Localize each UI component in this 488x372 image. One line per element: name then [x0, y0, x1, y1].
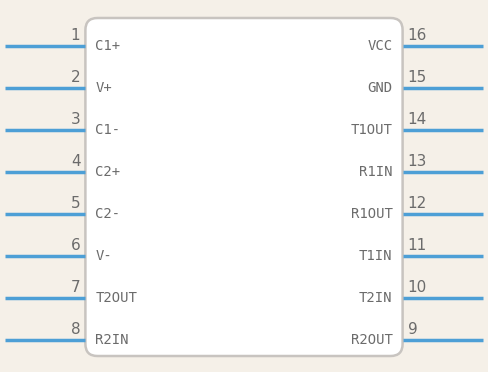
Text: C2-: C2- [95, 207, 121, 221]
Text: 11: 11 [407, 238, 427, 253]
Text: 10: 10 [407, 280, 427, 295]
Text: 4: 4 [71, 154, 81, 169]
Text: T1OUT: T1OUT [351, 123, 393, 137]
Text: C1+: C1+ [95, 39, 121, 53]
Text: 12: 12 [407, 196, 427, 211]
Text: VCC: VCC [367, 39, 393, 53]
Text: T2OUT: T2OUT [95, 291, 137, 305]
Text: R1IN: R1IN [359, 165, 393, 179]
Text: 9: 9 [407, 322, 417, 337]
Text: 16: 16 [407, 28, 427, 43]
Text: R2OUT: R2OUT [351, 333, 393, 347]
Text: 8: 8 [71, 322, 81, 337]
Text: 2: 2 [71, 70, 81, 85]
Text: R1OUT: R1OUT [351, 207, 393, 221]
Text: T1IN: T1IN [359, 249, 393, 263]
Text: V-: V- [95, 249, 112, 263]
FancyBboxPatch shape [85, 18, 403, 356]
Text: 6: 6 [71, 238, 81, 253]
Text: GND: GND [367, 81, 393, 95]
Text: R2IN: R2IN [95, 333, 129, 347]
Text: T2IN: T2IN [359, 291, 393, 305]
Text: 3: 3 [71, 112, 81, 127]
Text: 13: 13 [407, 154, 427, 169]
Text: 1: 1 [71, 28, 81, 43]
Text: 14: 14 [407, 112, 427, 127]
Text: 15: 15 [407, 70, 427, 85]
Text: C2+: C2+ [95, 165, 121, 179]
Text: 7: 7 [71, 280, 81, 295]
Text: C1-: C1- [95, 123, 121, 137]
Text: 5: 5 [71, 196, 81, 211]
Text: V+: V+ [95, 81, 112, 95]
